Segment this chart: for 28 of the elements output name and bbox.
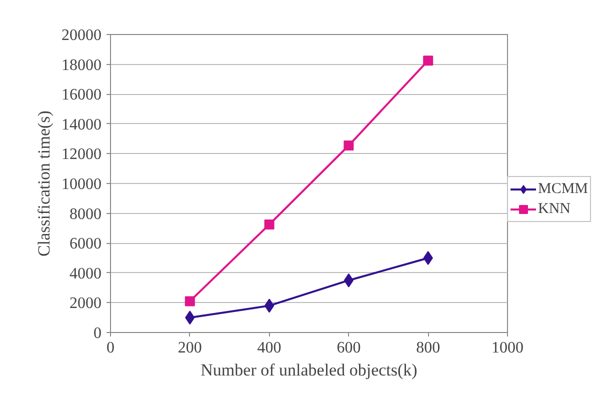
x-tick-label: 600 xyxy=(336,340,361,356)
x-axis-title: Number of unlabeled objects(k) xyxy=(200,360,418,380)
x-tick-label: 200 xyxy=(178,340,202,356)
point xyxy=(264,298,274,313)
y-tick-label: 12000 xyxy=(62,146,102,164)
x-tick-label: 0 xyxy=(106,340,114,356)
y-tick-label: 16000 xyxy=(62,86,102,104)
point xyxy=(264,219,274,230)
point xyxy=(423,251,433,265)
point xyxy=(184,296,195,306)
legend-label: KNN xyxy=(538,200,570,218)
y-tick-label: 20000 xyxy=(62,27,102,44)
y-tick-label: 4000 xyxy=(70,265,102,282)
x-tick-label: 1000 xyxy=(492,340,524,356)
y-tick-label: 0 xyxy=(94,325,102,342)
y-tick-label: 6000 xyxy=(70,236,102,253)
y-tick-label: 2000 xyxy=(70,295,102,312)
y-tick-label: 14000 xyxy=(62,116,102,134)
legend-label: MCMM xyxy=(538,180,588,198)
point xyxy=(344,140,354,151)
point xyxy=(423,56,434,66)
x-tick-label: 800 xyxy=(416,340,440,356)
x-tick-label: 400 xyxy=(257,340,282,356)
y-tick-label: 18000 xyxy=(62,56,102,74)
y-tick-label: 8000 xyxy=(70,206,102,223)
y-tick-label: 10000 xyxy=(62,176,102,193)
y-axis-title: Classification time(s) xyxy=(34,110,54,256)
point xyxy=(344,273,354,288)
